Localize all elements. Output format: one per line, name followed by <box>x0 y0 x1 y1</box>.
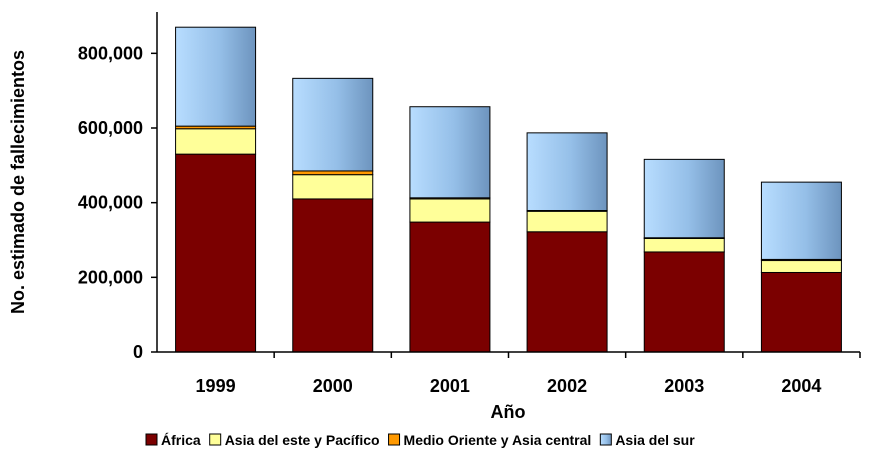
y-tick-label: 200,000 <box>78 267 143 287</box>
legend-label-1: África <box>161 432 201 448</box>
y-tick-label: 600,000 <box>78 118 143 138</box>
bar-segment-3-2000 <box>292 170 374 176</box>
legend-swatch-1 <box>145 433 158 446</box>
y-tick-label: 800,000 <box>78 43 143 63</box>
bar-stack-2000 <box>292 77 374 353</box>
bar-stack-1999 <box>175 26 257 353</box>
bar-segment-2-2004 <box>760 260 842 273</box>
legend-label-2: Asia del este y Pacífico <box>225 432 380 448</box>
x-tick-label: 1999 <box>196 376 236 396</box>
x-axis-ticks: 1999 2000 2001 2002 2003 2004 <box>196 352 861 396</box>
legend-label-3: Medio Oriente y Asia central <box>404 432 592 448</box>
bar-segment-4-2004 <box>760 181 842 260</box>
y-tick-label: 0 <box>133 342 143 362</box>
legend-swatch-4 <box>599 433 612 446</box>
bar-stack-2002 <box>526 132 608 353</box>
x-tick-label: 2004 <box>781 376 821 396</box>
bar-segment-1-2000 <box>292 198 374 353</box>
bar-segment-2-2003 <box>643 238 725 253</box>
plot-area <box>175 26 842 353</box>
bar-stack-2004 <box>760 181 842 353</box>
legend-swatch-3 <box>388 433 401 446</box>
bar-segment-2-1999 <box>175 128 257 155</box>
bar-segment-4-2001 <box>409 106 491 199</box>
bar-segment-2-2000 <box>292 174 374 200</box>
bar-stack-2001 <box>409 106 491 353</box>
bar-segment-1-1999 <box>175 153 257 353</box>
x-tick-label: 2001 <box>430 376 470 396</box>
y-axis-ticks: 0 200,000 400,000 600,000 800,000 <box>78 43 157 362</box>
x-axis-title: Año <box>491 402 526 422</box>
x-tick-label: 2002 <box>547 376 587 396</box>
bar-segment-1-2002 <box>526 231 608 353</box>
legend-label-4: Asia del sur <box>615 432 695 448</box>
bar-segment-4-2000 <box>292 77 374 172</box>
x-tick-label: 2003 <box>664 376 704 396</box>
bar-segment-1-2004 <box>760 271 842 353</box>
x-tick-label: 2000 <box>313 376 353 396</box>
bar-segment-1-2001 <box>409 221 491 353</box>
bar-segment-4-2003 <box>643 158 725 239</box>
bar-segment-2-2001 <box>409 198 491 223</box>
bar-segment-2-2002 <box>526 210 608 233</box>
bar-segment-4-2002 <box>526 132 608 212</box>
bar-segment-4-1999 <box>175 26 257 127</box>
y-tick-label: 400,000 <box>78 193 143 213</box>
bar-segment-1-2003 <box>643 251 725 353</box>
legend: África Asia del este y Pacífico Medio Orie… <box>145 432 695 448</box>
legend-swatch-2 <box>209 433 222 446</box>
y-axis-title: No. estimado de fallecimientos <box>8 50 28 314</box>
bar-stack-2003 <box>643 158 725 353</box>
